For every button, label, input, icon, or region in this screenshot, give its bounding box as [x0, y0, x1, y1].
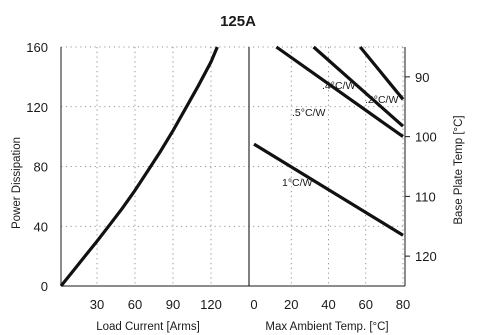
series-label: .2°C/W [365, 94, 398, 106]
derating-line-3 [253, 142, 404, 237]
x-tick-label-right: 60 [359, 297, 373, 312]
y-axis-label: Power Dissipation [11, 137, 23, 229]
x-tick-label-left: 30 [90, 297, 104, 312]
derating-line-2 [275, 45, 404, 138]
x-tick-label-left: 60 [128, 297, 142, 312]
derating-line-1 [312, 45, 405, 128]
series-label: .4°C/W [322, 80, 355, 92]
derating-line-0 [358, 45, 405, 101]
y2-tick-label: 120 [415, 249, 437, 264]
x-axis-label-right: Max Ambient Temp. [°C] [265, 321, 388, 333]
x-tick-label-right: 80 [396, 297, 410, 312]
chart-title: 125A [220, 13, 256, 30]
power-dissipation-curve [59, 46, 219, 288]
y-tick-label: 0 [41, 279, 48, 294]
x-tick-label-left: 120 [200, 297, 222, 312]
x-tick-label-left: 90 [166, 297, 180, 312]
y-tick-label: 40 [34, 219, 48, 234]
x-tick-label-right: 0 [250, 297, 257, 312]
curves [59, 45, 405, 288]
plot-frame [60, 47, 406, 287]
y-tick-label: 80 [34, 160, 48, 175]
y2-tick-label: 110 [415, 189, 436, 204]
y2-tick-label: 90 [415, 70, 429, 85]
series-label: 1°C/W [282, 177, 313, 189]
tick-labels: 0 40 80 120 160 30 60 90 120 0 20 40 60 80 90 100 110 120 [26, 40, 436, 312]
y2-tick-label: 100 [415, 130, 437, 145]
x-tick-label-right: 20 [284, 297, 298, 312]
y-tick-label: 160 [26, 40, 48, 55]
y-tick-label: 120 [26, 100, 48, 115]
x-axis-label-left: Load Current [Arms] [96, 321, 200, 333]
y2-axis-label: Base Plate Temp [°C] [453, 115, 465, 224]
x-tick-label-right: 40 [321, 297, 335, 312]
series-label: .5°C/W [292, 107, 325, 119]
curve-labels: .2°C/W .4°C/W .5°C/W 1°C/W [282, 80, 398, 189]
